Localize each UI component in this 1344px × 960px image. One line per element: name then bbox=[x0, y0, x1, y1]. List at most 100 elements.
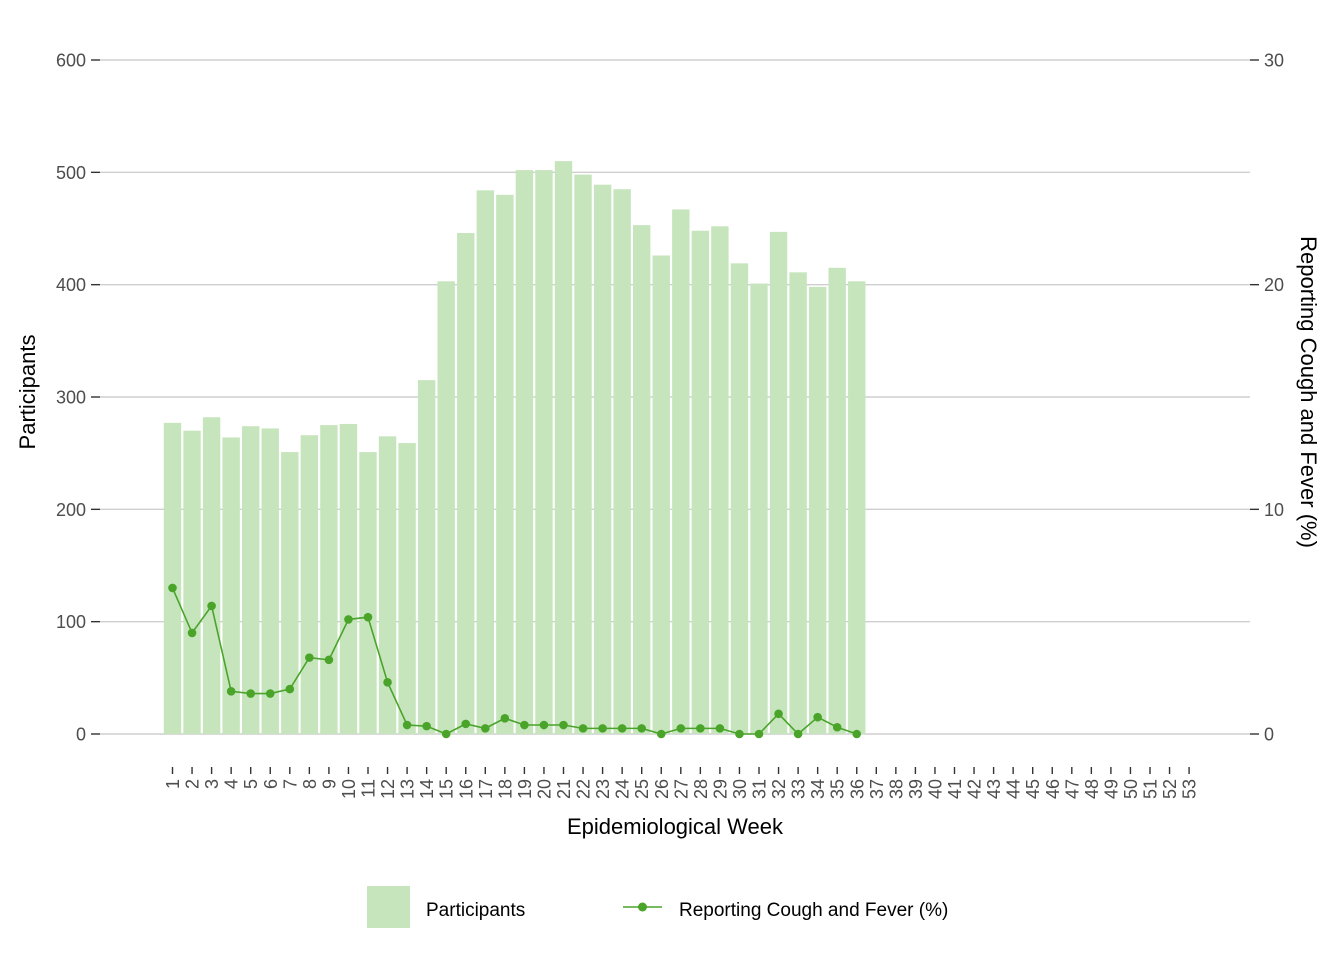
bar bbox=[769, 231, 788, 734]
x-tick-label: 14 bbox=[417, 779, 437, 799]
bar bbox=[163, 422, 182, 734]
x-axis: 1 2 3 4 5 6 7 8 9 10 11 12 13 14 15 16 17 18 19 20 21 22 23 24 2… bbox=[163, 767, 1200, 799]
y-tick-label: 100 bbox=[56, 612, 86, 632]
x-tick-label: 13 bbox=[398, 779, 418, 799]
x-tick-label: 3 bbox=[202, 779, 222, 789]
line-point bbox=[676, 724, 686, 733]
bar bbox=[300, 435, 319, 734]
line-point bbox=[246, 689, 255, 698]
line-point bbox=[344, 615, 353, 624]
x-tick-label: 47 bbox=[1062, 779, 1082, 799]
x-tick-label: 46 bbox=[1043, 779, 1063, 799]
y2-tick-label: 20 bbox=[1264, 275, 1284, 295]
x-tick-label: 12 bbox=[378, 779, 398, 799]
participants-bars bbox=[163, 161, 866, 735]
x-tick-label: 21 bbox=[554, 779, 574, 799]
line-point bbox=[617, 724, 627, 733]
x-tick-label: 11 bbox=[359, 779, 379, 798]
bar bbox=[554, 161, 573, 735]
line-point bbox=[500, 713, 510, 723]
bar bbox=[398, 443, 416, 734]
legend-participants-label: Participants bbox=[426, 900, 525, 921]
bar bbox=[183, 430, 201, 734]
bar bbox=[750, 283, 768, 734]
line-point bbox=[285, 684, 295, 694]
y-tick-label: 600 bbox=[56, 51, 86, 71]
line-point bbox=[813, 712, 822, 722]
x-tick-label: 15 bbox=[437, 779, 457, 799]
bar bbox=[457, 232, 475, 734]
bar bbox=[339, 423, 358, 734]
x-tick-label: 10 bbox=[339, 779, 359, 799]
x-tick-label: 35 bbox=[828, 779, 848, 799]
line-point bbox=[696, 724, 705, 733]
legend-line-point bbox=[638, 902, 647, 912]
y-axis-title: Participants bbox=[15, 335, 40, 450]
legend-cough-fever-label: Reporting Cough and Fever (%) bbox=[679, 900, 948, 921]
line-point bbox=[559, 720, 568, 730]
line-point bbox=[305, 653, 314, 662]
line-point bbox=[735, 729, 744, 739]
y-tick-label: 0 bbox=[76, 725, 86, 745]
x-tick-label: 48 bbox=[1082, 779, 1102, 799]
line-point bbox=[441, 729, 451, 739]
line-point bbox=[383, 678, 392, 687]
y-tick-label: 500 bbox=[56, 163, 86, 183]
line-point bbox=[461, 719, 471, 729]
x-tick-label: 39 bbox=[906, 779, 926, 799]
x-tick-label: 16 bbox=[456, 779, 476, 799]
y2-tick-label: 10 bbox=[1264, 500, 1284, 520]
bar bbox=[359, 452, 377, 734]
y2-tick-label: 30 bbox=[1264, 51, 1284, 71]
bar bbox=[515, 170, 534, 734]
line-point bbox=[539, 720, 549, 730]
bar bbox=[222, 437, 240, 734]
line-point bbox=[637, 724, 646, 733]
x-tick-label: 9 bbox=[319, 779, 339, 789]
x-tick-label: 24 bbox=[613, 779, 633, 799]
x-tick-label: 51 bbox=[1141, 779, 1161, 799]
bar bbox=[808, 286, 827, 734]
x-tick-label: 19 bbox=[515, 779, 535, 799]
x-tick-label: 50 bbox=[1121, 779, 1141, 799]
line-point bbox=[520, 720, 529, 730]
bar bbox=[437, 281, 455, 734]
line-point bbox=[324, 655, 334, 665]
line-point bbox=[656, 729, 666, 739]
bar bbox=[672, 209, 690, 735]
bar bbox=[613, 189, 631, 734]
bar bbox=[496, 194, 514, 735]
bar bbox=[535, 170, 553, 734]
y2-tick-label: 0 bbox=[1264, 725, 1274, 745]
x-tick-label: 34 bbox=[808, 779, 828, 799]
line-point bbox=[715, 724, 725, 733]
bar bbox=[242, 426, 260, 734]
line-point bbox=[207, 601, 216, 611]
left-axis: 0 100 200 300 400 500 600 bbox=[56, 51, 100, 745]
x-tick-label: 42 bbox=[965, 779, 985, 799]
bar bbox=[261, 428, 279, 734]
y2-axis-title: Reporting Cough and Fever (%) bbox=[1296, 236, 1321, 548]
x-tick-label: 27 bbox=[671, 779, 691, 799]
line-point bbox=[168, 583, 177, 593]
line-point bbox=[363, 612, 373, 622]
x-tick-label: 32 bbox=[769, 779, 789, 799]
bar bbox=[828, 267, 846, 734]
bar bbox=[320, 425, 338, 734]
y-tick-label: 200 bbox=[56, 500, 86, 520]
x-tick-label: 1 bbox=[163, 779, 183, 789]
x-tick-label: 45 bbox=[1023, 779, 1043, 799]
line-point bbox=[598, 724, 607, 733]
cough-fever-line bbox=[168, 583, 862, 739]
line-point bbox=[832, 722, 842, 732]
x-tick-label: 25 bbox=[632, 779, 652, 799]
x-tick-label: 20 bbox=[534, 779, 554, 799]
line-point bbox=[265, 689, 275, 698]
x-tick-label: 22 bbox=[574, 779, 594, 799]
line-point bbox=[754, 729, 764, 739]
bar bbox=[652, 255, 670, 734]
x-tick-label: 36 bbox=[847, 779, 867, 799]
line-point bbox=[226, 687, 236, 696]
x-tick-label: 41 bbox=[945, 779, 965, 799]
line-point bbox=[774, 709, 783, 719]
